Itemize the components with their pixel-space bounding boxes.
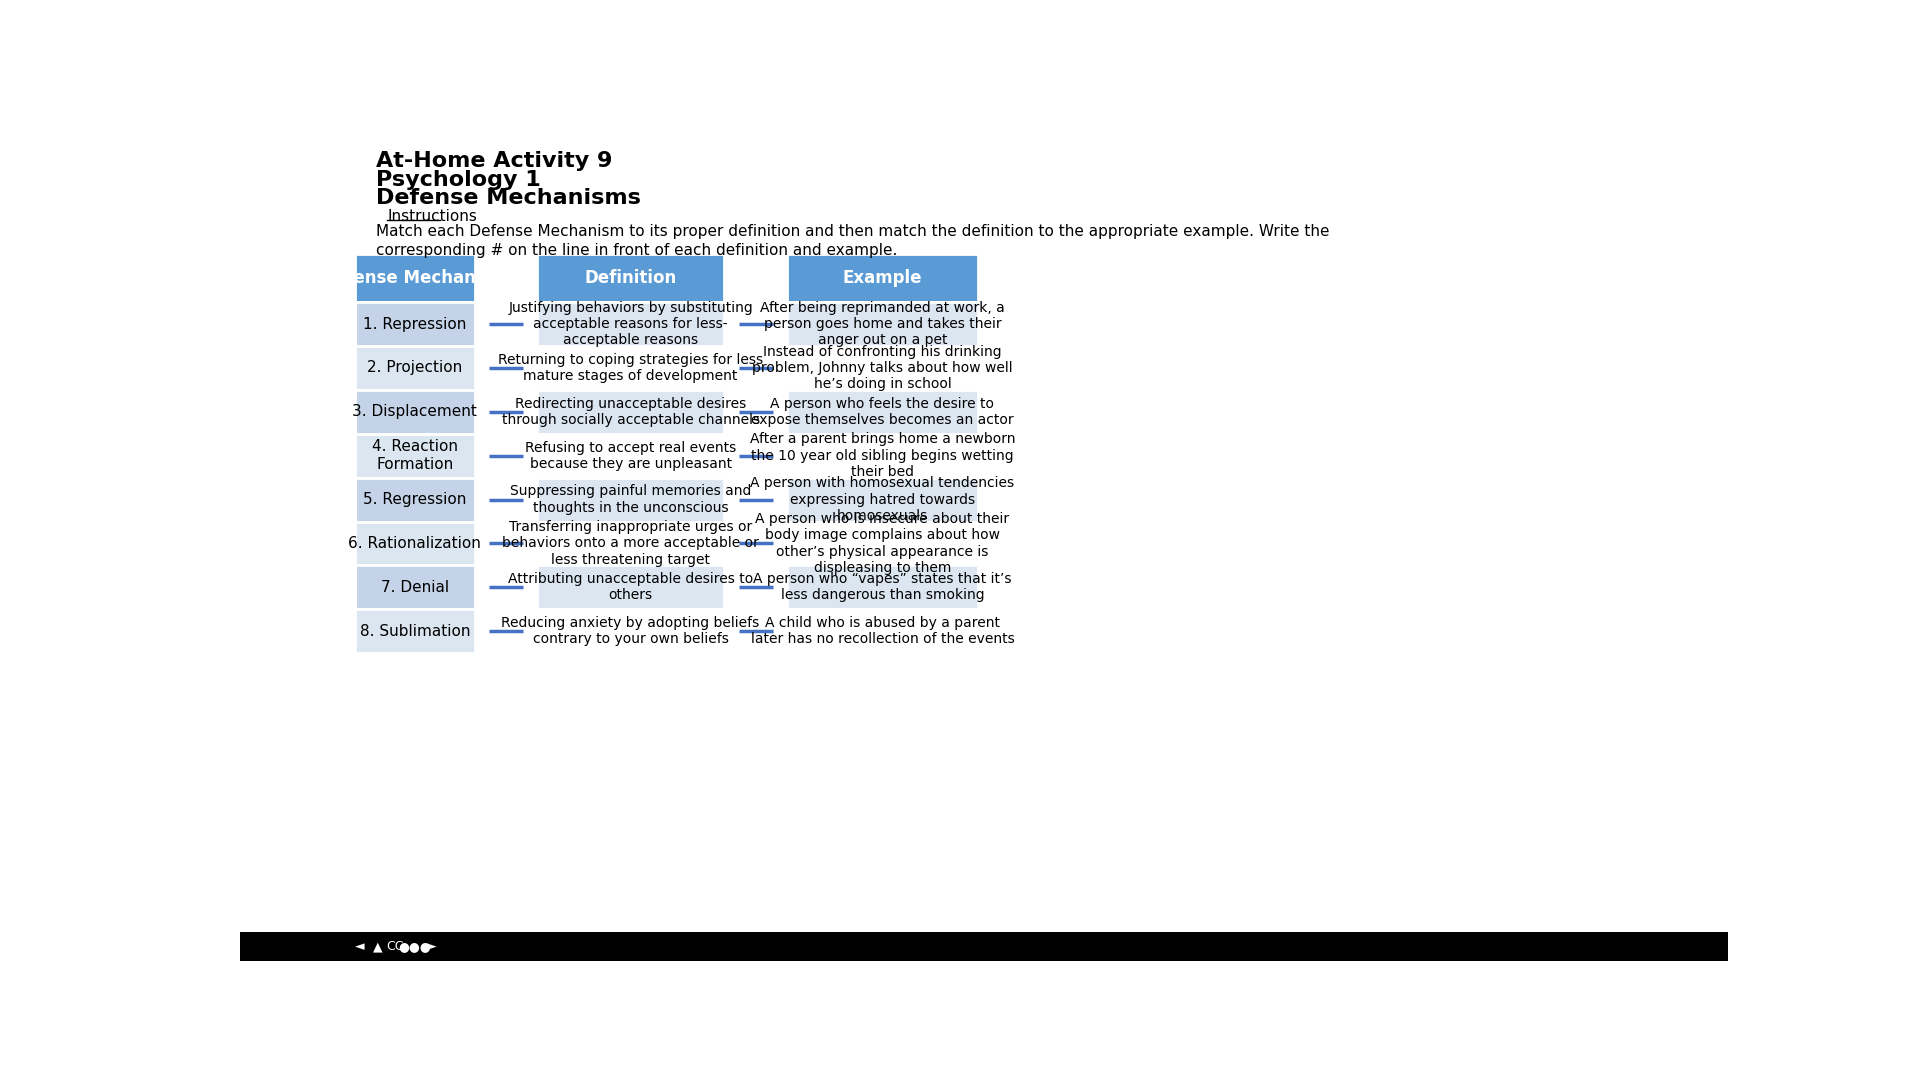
Text: 3. Displacement: 3. Displacement (353, 404, 478, 419)
Text: Psychology 1: Psychology 1 (376, 170, 540, 190)
Bar (787, 302, 977, 346)
Bar (240, 932, 1728, 961)
Bar (355, 255, 474, 302)
Bar (787, 566, 977, 609)
Bar (787, 255, 977, 302)
Text: A person who “vapes” states that it’s
less dangerous than smoking: A person who “vapes” states that it’s le… (753, 572, 1012, 603)
Bar (355, 566, 474, 609)
Text: Attributing unacceptable desires to
others: Attributing unacceptable desires to othe… (509, 572, 753, 603)
Bar (538, 346, 724, 390)
Bar (538, 609, 724, 653)
Text: 7. Denial: 7. Denial (380, 580, 449, 595)
Text: Instructions: Instructions (388, 208, 478, 224)
Text: Refusing to accept real events
because they are unpleasant: Refusing to accept real events because t… (524, 441, 735, 471)
Text: At-Home Activity 9: At-Home Activity 9 (376, 151, 612, 171)
Bar (538, 390, 724, 434)
Text: Suppressing painful memories and
thoughts in the unconscious: Suppressing painful memories and thought… (511, 485, 751, 515)
Bar (355, 302, 474, 346)
Text: Defense Mechanisms: Defense Mechanisms (376, 188, 641, 208)
Bar (538, 434, 724, 477)
Bar (355, 477, 474, 522)
Text: Reducing anxiety by adopting beliefs
contrary to your own beliefs: Reducing anxiety by adopting beliefs con… (501, 617, 760, 646)
Bar (787, 390, 977, 434)
Text: ▲: ▲ (372, 940, 382, 953)
Text: A person with homosexual tendencies
expressing hatred towards
homosexuals: A person with homosexual tendencies expr… (751, 476, 1014, 523)
Text: Instead of confronting his drinking
problem, Johnny talks about how well
he’s do: Instead of confronting his drinking prob… (753, 345, 1012, 391)
Bar (538, 566, 724, 609)
Text: 8. Sublimation: 8. Sublimation (359, 624, 470, 638)
Text: A person who feels the desire to
expose themselves becomes an actor: A person who feels the desire to expose … (751, 396, 1014, 427)
Text: After being reprimanded at work, a
person goes home and takes their
anger out on: After being reprimanded at work, a perso… (760, 301, 1004, 348)
Text: Redirecting unacceptable desires
through socially acceptable channels: Redirecting unacceptable desires through… (501, 396, 760, 427)
Text: Defense Mechanism: Defense Mechanism (321, 269, 509, 287)
Bar (787, 522, 977, 566)
Bar (538, 522, 724, 566)
Text: ►: ► (428, 940, 438, 953)
Bar (787, 346, 977, 390)
Text: Match each Defense Mechanism to its proper definition and then match the definit: Match each Defense Mechanism to its prop… (376, 224, 1329, 258)
Bar (538, 302, 724, 346)
Text: 1. Repression: 1. Repression (363, 316, 467, 332)
Text: CC: CC (386, 940, 403, 953)
Text: After a parent brings home a newborn
the 10 year old sibling begins wetting
thei: After a parent brings home a newborn the… (749, 432, 1016, 478)
Text: ●●●: ●●● (397, 940, 430, 953)
Bar (355, 609, 474, 653)
Bar (787, 477, 977, 522)
Bar (787, 434, 977, 477)
Text: 2. Projection: 2. Projection (367, 361, 463, 376)
Bar (355, 390, 474, 434)
Text: Returning to coping strategies for less
mature stages of development: Returning to coping strategies for less … (497, 353, 762, 383)
Text: Justifying behaviors by substituting
acceptable reasons for less-
acceptable rea: Justifying behaviors by substituting acc… (509, 301, 753, 348)
Text: 6. Rationalization: 6. Rationalization (348, 536, 482, 551)
Text: Definition: Definition (584, 269, 676, 287)
Text: A person who is insecure about their
body image complains about how
other’s phys: A person who is insecure about their bod… (755, 512, 1010, 575)
Text: 4. Reaction
Formation: 4. Reaction Formation (372, 440, 457, 472)
Bar (355, 522, 474, 566)
Text: A child who is abused by a parent
later has no recollection of the events: A child who is abused by a parent later … (751, 617, 1014, 646)
Bar (787, 609, 977, 653)
Text: 5. Regression: 5. Regression (363, 492, 467, 508)
Text: Transferring inappropriate urges or
behaviors onto a more acceptable or
less thr: Transferring inappropriate urges or beha… (503, 521, 758, 567)
Text: Example: Example (843, 269, 922, 287)
Bar (538, 477, 724, 522)
Text: ◄: ◄ (355, 940, 365, 953)
Bar (355, 434, 474, 477)
Bar (538, 255, 724, 302)
Bar (355, 346, 474, 390)
